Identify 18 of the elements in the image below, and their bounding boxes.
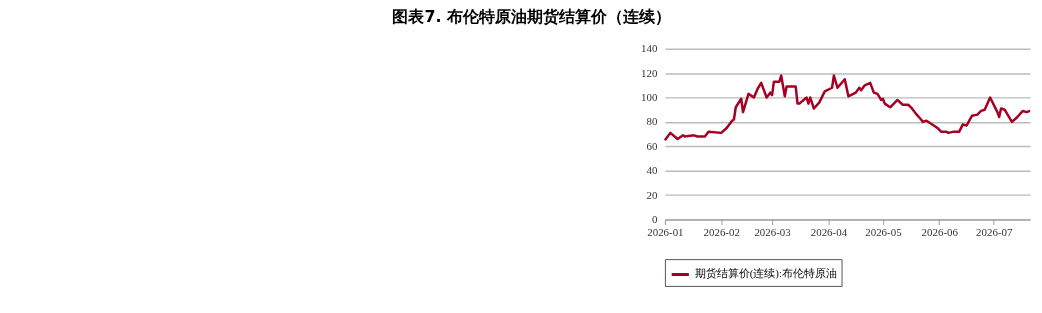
y-tick-label: 40 bbox=[646, 164, 658, 177]
x-tick-label: 2026-06 bbox=[921, 225, 959, 238]
y-tick-label: 60 bbox=[646, 139, 658, 152]
y-tick-label: 140 bbox=[641, 42, 658, 55]
legend-label: 期货结算价(连续):布伦特原油 bbox=[694, 267, 837, 281]
x-tick-label: 2026-02 bbox=[703, 225, 740, 238]
x-tick-label: 2026-01 bbox=[647, 225, 684, 238]
x-tick-label: 2026-05 bbox=[865, 225, 903, 238]
y-tick-label: 0 bbox=[652, 212, 658, 225]
y-tick-label: 80 bbox=[646, 115, 658, 128]
y-tick-label: 20 bbox=[646, 188, 658, 201]
x-tick-label: 2026-07 bbox=[976, 225, 1013, 238]
y-tick-label: 100 bbox=[641, 90, 658, 103]
text: 图表7. 布伦特原油期货结算价（连续） bbox=[392, 6, 672, 26]
line-series bbox=[663, 74, 1032, 142]
x-tick-label: 2026-03 bbox=[754, 225, 792, 238]
y-tick-label: 120 bbox=[641, 66, 658, 79]
x-tick-label: 2026-04 bbox=[810, 225, 848, 238]
